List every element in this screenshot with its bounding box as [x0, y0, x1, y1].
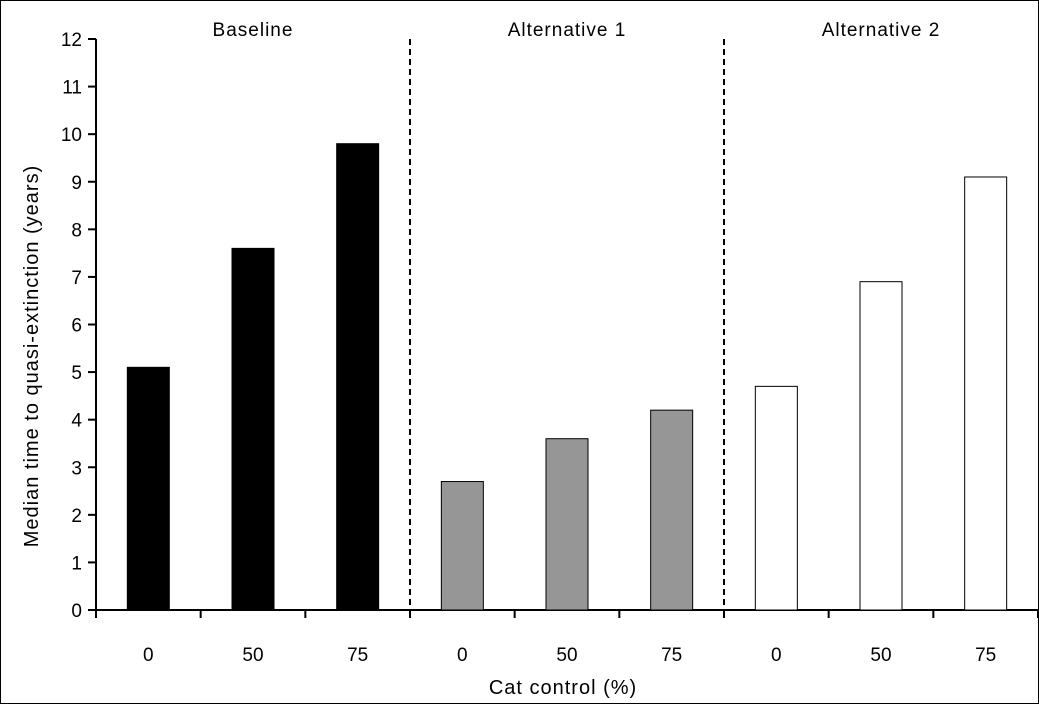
x-tick-label: 50: [870, 645, 891, 666]
bar: [545, 438, 589, 611]
x-tick-label: 0: [771, 645, 782, 666]
y-tick-label: 11: [62, 78, 82, 99]
x-tick-label: 0: [457, 645, 468, 666]
bar: [440, 481, 484, 611]
y-tick-label: 3: [71, 458, 82, 479]
y-tick-label: 9: [71, 173, 82, 194]
y-tick-label: 12: [61, 30, 82, 51]
y-tick-label: 1: [71, 553, 82, 574]
x-tick-label: 50: [556, 645, 577, 666]
y-tick-label: 4: [71, 411, 82, 432]
bar: [126, 366, 170, 611]
y-tick-label: 7: [71, 268, 82, 289]
y-tick-label: 10: [61, 125, 82, 146]
bar: [964, 176, 1008, 611]
y-tick-label: 5: [71, 363, 82, 384]
x-tick-label: 75: [661, 645, 682, 666]
bar: [336, 143, 380, 611]
y-tick-label: 8: [71, 220, 82, 241]
group-title: Alternative 2: [822, 20, 941, 41]
group-title: Baseline: [213, 20, 294, 41]
bar: [231, 247, 275, 611]
bar: [859, 281, 903, 611]
y-tick-label: 2: [71, 506, 82, 527]
group-title: Alternative 1: [508, 20, 627, 41]
y-tick-label: 6: [71, 316, 82, 337]
x-tick-label: 75: [347, 645, 368, 666]
bar: [650, 409, 694, 611]
x-tick-label: 50: [242, 645, 263, 666]
x-tick-label: 0: [143, 645, 154, 666]
bar: [754, 385, 798, 611]
y-axis-title: Median time to quasi-extinction (years): [21, 165, 43, 547]
x-tick-label: 75: [975, 645, 996, 666]
y-tick-label: 0: [71, 601, 82, 622]
x-axis-title: Cat control (%): [489, 677, 637, 699]
